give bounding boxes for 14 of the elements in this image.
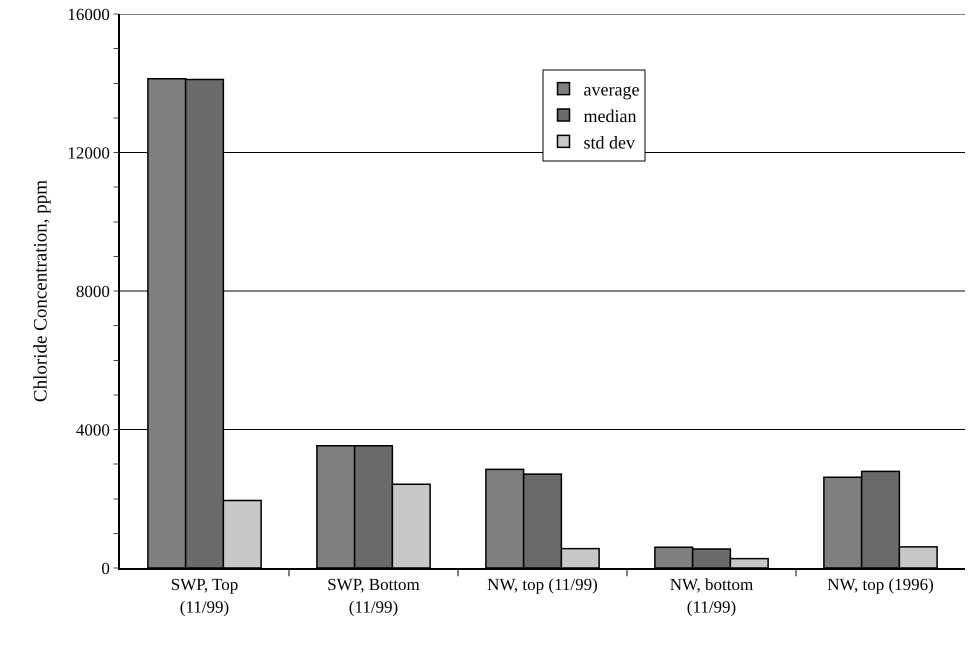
- y-tick-label: 12000: [67, 143, 110, 162]
- y-tick-label: 4000: [76, 420, 110, 440]
- legend-label: median: [584, 106, 636, 126]
- x-tick-label: NW, top (11/99): [487, 575, 598, 594]
- y-tick-label: 16000: [67, 4, 110, 24]
- x-tick-label: NW, top (1996): [827, 575, 934, 594]
- y-tick-label: 8000: [76, 282, 110, 301]
- y-tick-label: 0: [101, 558, 110, 578]
- x-tick-label: NW, bottom (11/99): [670, 575, 754, 616]
- x-tick-label: SWP, Bottom (11/99): [327, 575, 420, 616]
- legend-label: std dev: [584, 132, 635, 152]
- legend-label: average: [584, 80, 640, 100]
- y-axis-title: Chloride Concentration, ppm: [30, 180, 52, 402]
- x-tick-label: SWP, Top (11/99): [170, 575, 238, 616]
